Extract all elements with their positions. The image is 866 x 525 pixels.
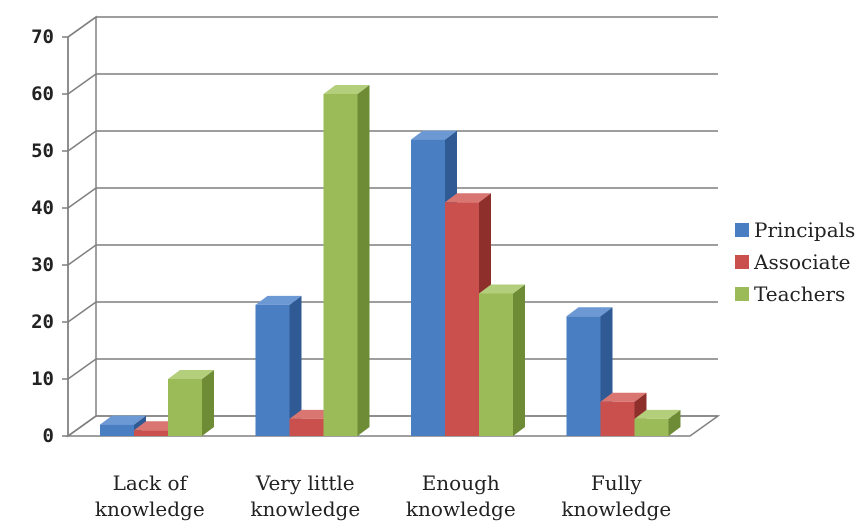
bar-side <box>202 370 214 436</box>
bar-top <box>634 409 681 419</box>
bar <box>323 85 370 436</box>
legend-label: Teachers <box>754 282 845 306</box>
gridline <box>67 358 718 380</box>
y-tick-label: 60 <box>31 83 54 105</box>
bar-front <box>566 316 601 436</box>
bar-front <box>168 379 202 436</box>
side-wall <box>67 15 97 438</box>
gridline <box>67 73 718 95</box>
bar-top <box>100 415 146 425</box>
y-tick-label: 50 <box>31 140 54 162</box>
y-tick-label: 40 <box>31 197 54 219</box>
bar-top <box>445 193 491 203</box>
bar-front <box>479 293 513 436</box>
bar-top <box>323 85 370 94</box>
bar-front <box>411 139 445 436</box>
gridline <box>67 301 718 323</box>
bar-top <box>479 284 525 294</box>
bar-side <box>513 284 525 436</box>
bar <box>600 392 647 436</box>
bar <box>445 193 491 436</box>
legend-swatch <box>735 287 749 301</box>
bar-side <box>289 295 302 436</box>
bar-side <box>357 85 370 436</box>
y-tick-label: 30 <box>31 254 54 276</box>
legend-swatch <box>735 255 749 269</box>
bar <box>168 370 214 436</box>
gridline <box>67 16 718 38</box>
y-tick-label: 10 <box>31 368 54 390</box>
x-tick-label: Very little knowledge <box>250 471 360 521</box>
bar-front <box>600 401 635 436</box>
x-tick-label: Fully knowledge <box>561 471 671 521</box>
bar-top <box>255 295 302 305</box>
bar-top <box>168 370 214 379</box>
legend-item: Teachers <box>735 282 845 306</box>
y-axis: 0 10 20 30 40 50 60 70 <box>31 26 69 447</box>
bar <box>634 409 681 436</box>
y-tick-label: 70 <box>31 26 54 48</box>
bar-front <box>100 424 134 436</box>
bar <box>479 284 525 436</box>
bar-front <box>289 418 324 436</box>
gridline <box>67 130 718 152</box>
bar-front <box>134 430 168 436</box>
y-tick-label: 20 <box>31 311 54 333</box>
bar-front <box>445 202 479 436</box>
bar-side <box>668 409 681 436</box>
bar <box>566 307 613 436</box>
chart-walls <box>65 15 721 438</box>
gridlines <box>67 16 718 437</box>
bar-top <box>600 392 647 402</box>
legend-swatch <box>735 223 749 237</box>
bar-front <box>634 418 669 436</box>
x-axis-labels: Lack of knowledge Very little knowledge Enou… <box>95 471 671 521</box>
legend-label: Principals <box>754 218 855 242</box>
legend-label: Associate <box>753 250 850 274</box>
bar-top <box>411 130 457 140</box>
gridline <box>67 187 718 209</box>
x-tick-label: Enough knowledge <box>406 471 516 521</box>
bar-top <box>566 307 613 317</box>
legend-item: Principals <box>735 218 855 242</box>
bar-front <box>323 94 358 436</box>
x-tick-label: Lack of knowledge <box>95 471 205 521</box>
bars <box>100 85 681 436</box>
legend-item: Associate <box>735 250 850 274</box>
bar-front <box>255 304 290 436</box>
bar <box>255 295 302 436</box>
gridline <box>67 244 718 266</box>
legend: Principals Associate Teachers <box>735 218 855 306</box>
y-tick-label: 0 <box>43 425 54 447</box>
